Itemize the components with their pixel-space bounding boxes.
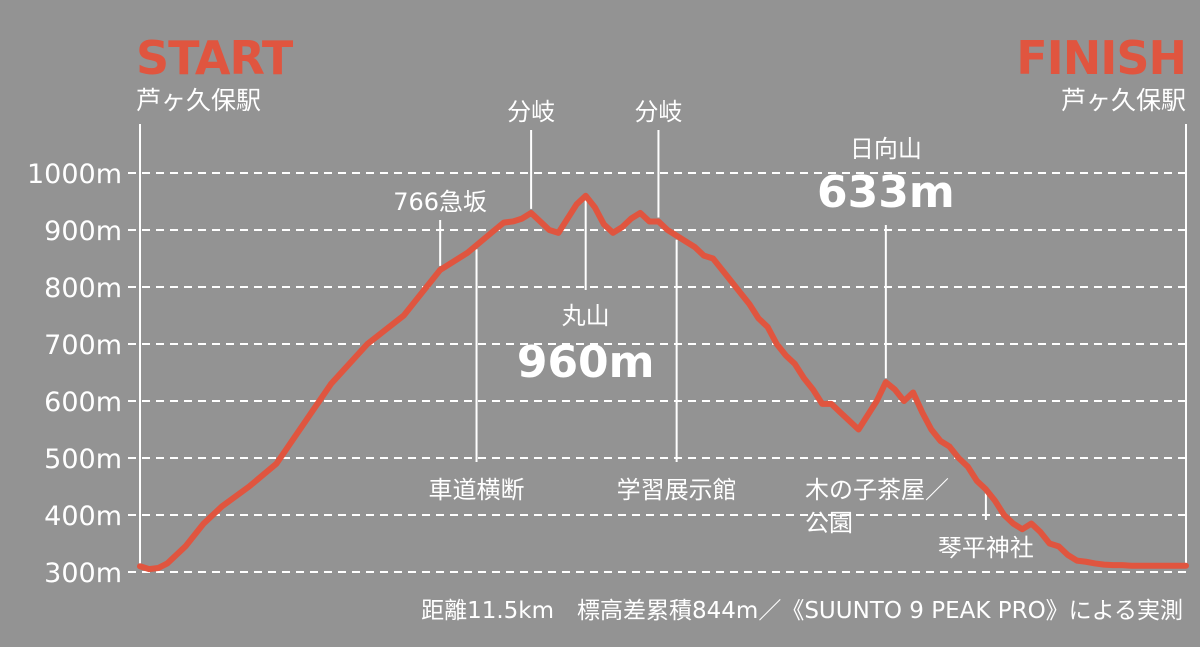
chart-footnote: 距離11.5km 標高差累積844m／《SUUNTO 9 PEAK PRO》によ… (421, 598, 1183, 624)
finish-label: FINISH (1016, 31, 1186, 85)
y-tick-label: 800m (44, 273, 122, 304)
annotation-label: 琴平神社 (938, 534, 1034, 562)
annotation-label: 木の子茶屋／ (805, 476, 949, 504)
peak-name: 丸山 (562, 302, 610, 330)
elevation-profile-line (137, 192, 1189, 573)
y-tick-label: 900m (44, 216, 122, 247)
annotation-label: 分岐 (507, 98, 555, 126)
gridlines (128, 172, 1186, 573)
annotation-label: 分岐 (634, 98, 682, 126)
finish-station: 芦ヶ久保駅 (1061, 86, 1186, 115)
y-tick-label: 400m (44, 501, 122, 532)
peak-name: 日向山 (850, 135, 922, 163)
y-tick-label: 1000m (27, 159, 122, 190)
y-tick-label: 600m (44, 387, 122, 418)
y-tick-label: 700m (44, 330, 122, 361)
start-label: START (136, 31, 294, 85)
profile-line-group (137, 192, 1189, 573)
start-station: 芦ヶ久保駅 (136, 86, 261, 115)
peak-elevation: 960m (517, 337, 655, 388)
y-tick-label: 300m (44, 558, 122, 589)
annotation-label: 766急坂 (393, 188, 487, 216)
annotation-label: 学習展示館 (617, 476, 737, 504)
marker-lines (139, 124, 1187, 567)
y-axis-labels: 1000m 900m 800m 700m 600m 500m 400m 300m (27, 159, 122, 589)
y-tick-label: 500m (44, 444, 122, 475)
peak-elevation: 633m (817, 167, 955, 218)
annotation-label: 車道横断 (429, 476, 525, 504)
annotation-label: 公園 (805, 509, 853, 537)
